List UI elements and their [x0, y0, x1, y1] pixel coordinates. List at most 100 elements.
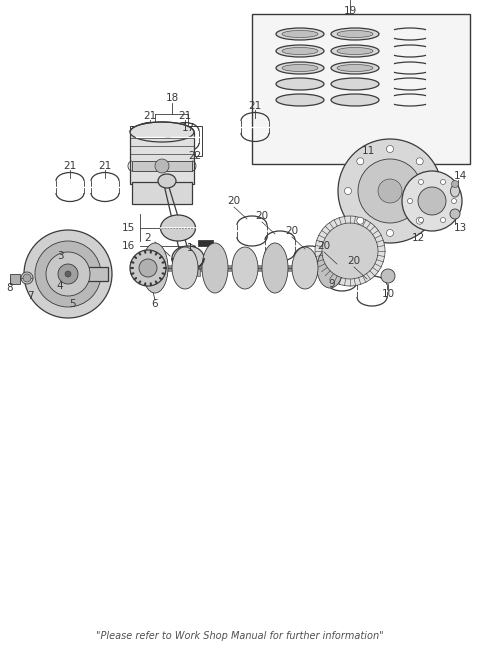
Circle shape [441, 180, 445, 184]
Circle shape [416, 158, 423, 165]
Text: "Please refer to Work Shop Manual for further information": "Please refer to Work Shop Manual for fu… [96, 631, 384, 641]
Text: 7: 7 [27, 291, 33, 301]
Text: 18: 18 [166, 93, 179, 103]
Circle shape [358, 159, 422, 223]
Circle shape [419, 180, 423, 184]
Circle shape [322, 223, 378, 279]
Bar [176, 269, 180, 276]
Circle shape [357, 217, 364, 224]
Circle shape [155, 159, 169, 173]
Text: 22: 22 [188, 151, 202, 161]
Text: 14: 14 [454, 171, 467, 181]
Bar [130, 132, 194, 184]
Circle shape [345, 188, 351, 194]
Text: 20: 20 [286, 226, 299, 236]
Ellipse shape [337, 64, 373, 72]
Ellipse shape [450, 209, 460, 219]
Text: 11: 11 [361, 146, 374, 156]
Ellipse shape [317, 248, 343, 288]
Text: 17: 17 [181, 123, 194, 133]
Ellipse shape [202, 243, 228, 293]
Circle shape [139, 259, 157, 277]
Bar [196, 269, 200, 276]
Text: 6: 6 [152, 299, 158, 309]
Ellipse shape [292, 247, 318, 289]
Text: 8: 8 [7, 283, 13, 293]
Ellipse shape [21, 272, 33, 284]
Ellipse shape [331, 94, 379, 106]
Text: 20: 20 [317, 241, 331, 251]
Bar [10, 274, 20, 283]
Circle shape [338, 139, 442, 243]
Text: 4: 4 [57, 281, 63, 291]
Ellipse shape [172, 246, 204, 270]
Text: 1: 1 [187, 243, 193, 253]
Text: 2: 2 [144, 233, 151, 243]
Circle shape [386, 146, 394, 152]
Ellipse shape [331, 28, 379, 40]
Circle shape [386, 230, 394, 237]
Circle shape [357, 158, 364, 165]
Circle shape [130, 250, 166, 286]
Ellipse shape [142, 243, 168, 293]
Ellipse shape [452, 180, 458, 188]
Circle shape [429, 188, 435, 194]
Circle shape [35, 241, 101, 307]
Ellipse shape [262, 243, 288, 293]
Ellipse shape [282, 30, 318, 37]
Circle shape [315, 216, 385, 286]
Ellipse shape [331, 45, 379, 57]
Ellipse shape [337, 30, 373, 37]
Ellipse shape [276, 94, 324, 106]
Circle shape [402, 171, 462, 231]
Circle shape [65, 271, 71, 277]
Text: 13: 13 [454, 223, 467, 233]
Ellipse shape [130, 122, 194, 142]
Circle shape [418, 187, 446, 215]
Text: 12: 12 [411, 233, 425, 243]
Circle shape [416, 217, 423, 224]
Ellipse shape [276, 78, 324, 90]
Text: 21: 21 [179, 111, 192, 121]
Circle shape [24, 230, 112, 318]
Ellipse shape [276, 62, 324, 74]
Bar [252, 14, 470, 164]
Text: 20: 20 [228, 196, 240, 206]
Circle shape [378, 179, 402, 203]
Text: 16: 16 [121, 241, 134, 251]
Circle shape [58, 264, 78, 284]
Ellipse shape [451, 185, 459, 197]
Text: 20: 20 [255, 211, 269, 221]
Ellipse shape [276, 28, 324, 40]
Text: 19: 19 [343, 6, 357, 16]
Circle shape [381, 269, 395, 283]
Circle shape [441, 218, 445, 222]
Text: 21: 21 [248, 101, 262, 111]
Text: 15: 15 [121, 223, 134, 233]
Circle shape [408, 199, 412, 203]
Circle shape [419, 218, 423, 222]
Ellipse shape [158, 174, 176, 188]
Bar [130, 126, 202, 156]
Bar [78, 267, 108, 281]
Ellipse shape [282, 47, 318, 54]
Circle shape [46, 252, 90, 296]
Ellipse shape [331, 78, 379, 90]
Bar [132, 182, 192, 204]
Text: 10: 10 [382, 289, 395, 299]
Ellipse shape [276, 45, 324, 57]
Ellipse shape [160, 215, 195, 241]
Circle shape [452, 199, 456, 203]
Bar [198, 240, 213, 246]
Ellipse shape [232, 247, 258, 289]
Text: 5: 5 [69, 299, 75, 309]
Text: 21: 21 [98, 161, 112, 171]
Text: 20: 20 [348, 256, 360, 266]
Ellipse shape [331, 62, 379, 74]
Ellipse shape [172, 247, 198, 289]
Circle shape [180, 250, 196, 266]
Bar [132, 161, 192, 171]
Text: 21: 21 [63, 161, 77, 171]
Ellipse shape [282, 64, 318, 72]
Ellipse shape [337, 47, 373, 54]
